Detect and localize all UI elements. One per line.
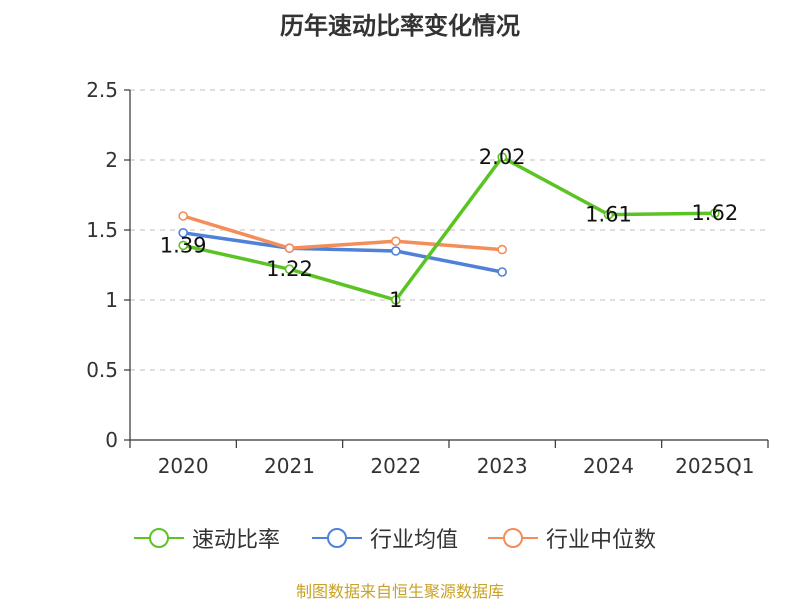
data-label: 1.61: [585, 203, 632, 227]
data-point: [497, 244, 507, 255]
data-point: [284, 264, 295, 275]
legend-item[interactable]: 行业均值: [312, 520, 458, 556]
y-tick-label: 1: [105, 288, 118, 312]
x-tick-label: 2022: [370, 454, 421, 478]
legend-label: 速动比率: [192, 528, 281, 553]
legend-marker-icon: [488, 528, 538, 548]
source-note: 制图数据来自恒生聚源数据库: [295, 582, 504, 601]
series-line-2: [182, 231, 503, 274]
legend-item[interactable]: 行业中位数: [488, 520, 656, 556]
y-tick-label: 2.5: [86, 78, 118, 102]
y-tick-label: 1.5: [86, 218, 118, 242]
data-point: [178, 211, 188, 221]
x-tick-label: 2025Q1: [675, 454, 754, 478]
data-label: 1.22: [266, 257, 313, 281]
y-tick-label: 0.5: [86, 358, 118, 382]
chart-title: 历年速动比率变化情况: [280, 12, 520, 40]
data-label: 1: [389, 288, 402, 312]
y-tick-label: 2: [105, 148, 118, 172]
x-tick-label: 2020: [158, 454, 209, 478]
legend-marker-icon: [134, 528, 184, 548]
data-label: 1.62: [691, 201, 738, 225]
grid-layer: [130, 89, 768, 371]
data-point: [391, 236, 401, 246]
data-point: [178, 228, 188, 238]
y-tick-label: 0: [105, 428, 118, 452]
data-point: [178, 240, 188, 251]
legend: 速动比率 行业均值 行业中位数: [0, 520, 800, 556]
axis-layer: 0 0.5 1 1.5 2 2.5 2020 2021 2022 2023 2024 2025Q1: [86, 78, 769, 478]
data-label: 1.39: [160, 233, 207, 257]
legend-item[interactable]: 速动比率: [134, 520, 280, 556]
x-tick-label: 2024: [583, 454, 634, 478]
x-tick-label: 2023: [477, 454, 528, 478]
data-point: [391, 295, 401, 305]
legend-label: 行业中位数: [546, 528, 657, 553]
data-point: [391, 246, 401, 256]
data-point: [497, 152, 507, 162]
data-point: [497, 267, 507, 277]
legend-marker-icon: [312, 528, 362, 548]
data-point: [710, 208, 720, 218]
legend-label: 行业均值: [370, 528, 459, 553]
data-point: [603, 209, 614, 220]
data-label: 2.02: [479, 145, 526, 169]
data-label-layer: 1.39 1.22 1 2.02 1.61 1.62: [160, 145, 738, 312]
x-tick-label: 2021: [264, 454, 315, 478]
data-point: [284, 243, 295, 253]
series-layer: [178, 152, 720, 305]
series-line-1: [182, 155, 715, 302]
line-chart: 0 0.5 1 1.5 2 2.5 2020 2021 2022 2023 2024 2025Q1 1…: [86, 78, 769, 478]
series-line-3: [182, 214, 503, 252]
